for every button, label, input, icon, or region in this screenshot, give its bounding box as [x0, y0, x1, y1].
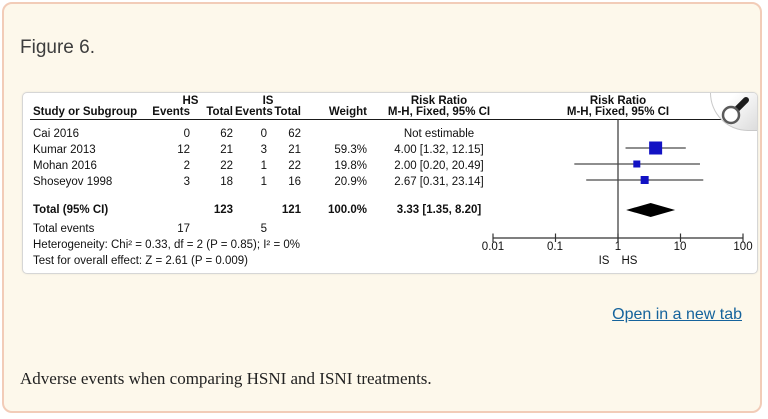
total-events-label: Total events	[33, 223, 95, 235]
col-header-hs-events: Events	[152, 106, 190, 118]
total-events-row: Total events 17 5	[23, 221, 757, 237]
is-events: 1	[260, 176, 267, 188]
col-header-is-total: Total	[274, 106, 301, 118]
header-rule	[30, 119, 753, 120]
total-hs-total: 123	[213, 204, 233, 216]
hs-events: 3	[183, 176, 190, 188]
axis-tick-label: 1	[614, 241, 622, 253]
study-name: Mohan 2016	[33, 160, 97, 172]
overall-effect-text: Test for overall effect: Z = 2.61 (P = 0…	[33, 255, 248, 267]
study-row: Cai 2016 0 62 0 62 Not estimable	[23, 126, 757, 142]
hs-total: 18	[220, 176, 233, 188]
weight: 19.8%	[334, 160, 367, 172]
risk-ratio-header-left: Risk Ratio	[410, 95, 468, 107]
article-card: Figure 6. HS IS Risk Ratio Risk Ratio St…	[2, 2, 762, 413]
study-row: Shoseyov 1998 3 18 1 16 20.9% 2.67 [0.31…	[23, 174, 757, 190]
is-events: 3	[260, 144, 267, 156]
total-row: Total (95% CI) 123 121 100.0% 3.33 [1.35…	[23, 202, 757, 218]
table-column-header-row: Study or Subgroup Events Total Events To…	[23, 104, 757, 120]
total-risk-ratio-ci: 3.33 [1.35, 8.20]	[396, 204, 482, 216]
heterogeneity-text: Heterogeneity: Chi² = 0.33, df = 2 (P = …	[33, 239, 300, 251]
is-total: 16	[288, 176, 301, 188]
weight: 20.9%	[334, 176, 367, 188]
risk-ratio-ci: 4.00 [1.32, 12.15]	[394, 144, 484, 156]
forest-plot-figure[interactable]: HS IS Risk Ratio Risk Ratio Study or Sub…	[22, 92, 758, 274]
is-total: 21	[288, 144, 301, 156]
group-header-hs: HS	[182, 95, 199, 107]
figure-caption: Adverse events when comparing HSNI and I…	[20, 369, 432, 388]
heterogeneity-row: Heterogeneity: Chi² = 0.33, df = 2 (P = …	[23, 237, 757, 253]
total-events-hs: 17	[177, 223, 190, 235]
col-header-weight: Weight	[328, 106, 367, 118]
favours-hs-label: HS	[621, 255, 638, 267]
hs-total: 21	[220, 144, 233, 156]
total-events-is: 5	[260, 223, 267, 235]
is-total: 22	[288, 160, 301, 172]
axis-tick-label: 0.1	[547, 241, 563, 253]
risk-ratio-ci: 2.67 [0.31, 23.14]	[394, 176, 484, 188]
open-in-new-tab-link[interactable]: Open in a new tab	[612, 306, 742, 323]
hs-events: 12	[177, 144, 190, 156]
col-header-is-events: Events	[235, 106, 273, 118]
risk-ratio-ci: Not estimable	[403, 128, 475, 140]
study-name: Kumar 2013	[33, 144, 96, 156]
col-header-method-left: M-H, Fixed, 95% CI	[387, 106, 491, 118]
col-header-hs-total: Total	[206, 106, 233, 118]
col-header-study: Study or Subgroup	[33, 106, 138, 118]
favours-is-label: IS	[598, 255, 610, 267]
weight: 59.3%	[334, 144, 367, 156]
group-header-is: IS	[262, 95, 274, 107]
axis-tick-label: 10	[673, 241, 687, 253]
is-events: 1	[260, 160, 267, 172]
risk-ratio-header-right: Risk Ratio	[589, 95, 647, 107]
hs-events: 2	[183, 160, 190, 172]
overall-effect-row: Test for overall effect: Z = 2.61 (P = 0…	[23, 253, 757, 269]
magnifier-icon	[721, 97, 749, 125]
figure-label: Figure 6.	[20, 37, 95, 58]
axis-tick-label: 0.01	[481, 241, 505, 253]
risk-ratio-ci: 2.00 [0.20, 20.49]	[394, 160, 484, 172]
total-label: Total (95% CI)	[33, 204, 109, 216]
total-is-total: 121	[281, 204, 301, 216]
is-total: 62	[288, 128, 301, 140]
axis-side-labels: IS HS	[558, 255, 678, 267]
study-name: Cai 2016	[33, 128, 80, 140]
study-row: Kumar 2013 12 21 3 21 59.3% 4.00 [1.32, …	[23, 142, 757, 158]
table-group-header-row: HS IS Risk Ratio Risk Ratio	[23, 93, 757, 109]
study-name: Shoseyov 1998	[33, 176, 113, 188]
hs-events: 0	[183, 128, 190, 140]
total-weight: 100.0%	[327, 204, 367, 216]
hs-total: 22	[220, 160, 233, 172]
is-events: 0	[260, 128, 267, 140]
axis-tick-label: 100	[733, 241, 753, 253]
study-row: Mohan 2016 2 22 1 22 19.8% 2.00 [0.20, 2…	[23, 158, 757, 174]
col-header-method-right: M-H, Fixed, 95% CI	[566, 106, 670, 118]
hs-total: 62	[220, 128, 233, 140]
